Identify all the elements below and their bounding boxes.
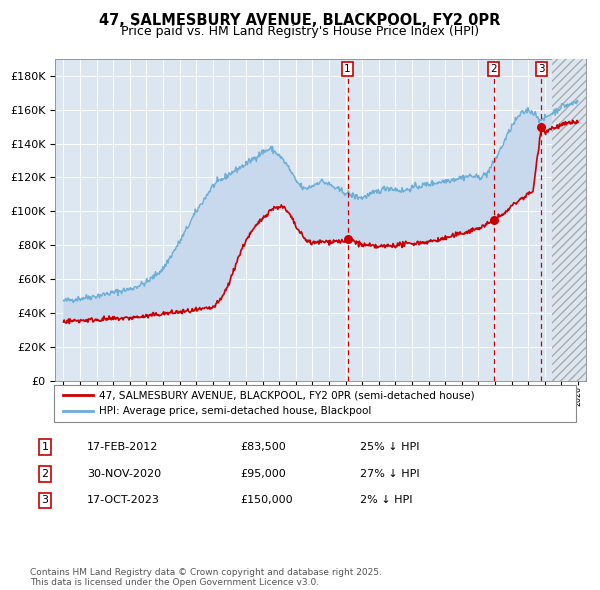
Text: £83,500: £83,500: [240, 442, 286, 452]
Text: 1: 1: [41, 442, 49, 452]
Text: 3: 3: [41, 496, 49, 505]
Text: Contains HM Land Registry data © Crown copyright and database right 2025.
This d: Contains HM Land Registry data © Crown c…: [30, 568, 382, 587]
Text: 2: 2: [490, 64, 497, 74]
Text: 3: 3: [538, 64, 545, 74]
Text: 17-OCT-2023: 17-OCT-2023: [87, 496, 160, 505]
Text: 1: 1: [344, 64, 351, 74]
Text: 2% ↓ HPI: 2% ↓ HPI: [360, 496, 413, 505]
Text: Price paid vs. HM Land Registry's House Price Index (HPI): Price paid vs. HM Land Registry's House …: [121, 25, 479, 38]
Text: 27% ↓ HPI: 27% ↓ HPI: [360, 469, 419, 478]
Text: 30-NOV-2020: 30-NOV-2020: [87, 469, 161, 478]
Text: 25% ↓ HPI: 25% ↓ HPI: [360, 442, 419, 452]
Text: £150,000: £150,000: [240, 496, 293, 505]
Bar: [551, 59, 586, 381]
Text: £95,000: £95,000: [240, 469, 286, 478]
Text: 47, SALMESBURY AVENUE, BLACKPOOL, FY2 0PR (semi-detached house): 47, SALMESBURY AVENUE, BLACKPOOL, FY2 0P…: [99, 390, 475, 400]
Text: 47, SALMESBURY AVENUE, BLACKPOOL, FY2 0PR: 47, SALMESBURY AVENUE, BLACKPOOL, FY2 0P…: [100, 13, 500, 28]
Text: 17-FEB-2012: 17-FEB-2012: [87, 442, 158, 452]
Text: HPI: Average price, semi-detached house, Blackpool: HPI: Average price, semi-detached house,…: [99, 407, 371, 417]
Text: 2: 2: [41, 469, 49, 478]
